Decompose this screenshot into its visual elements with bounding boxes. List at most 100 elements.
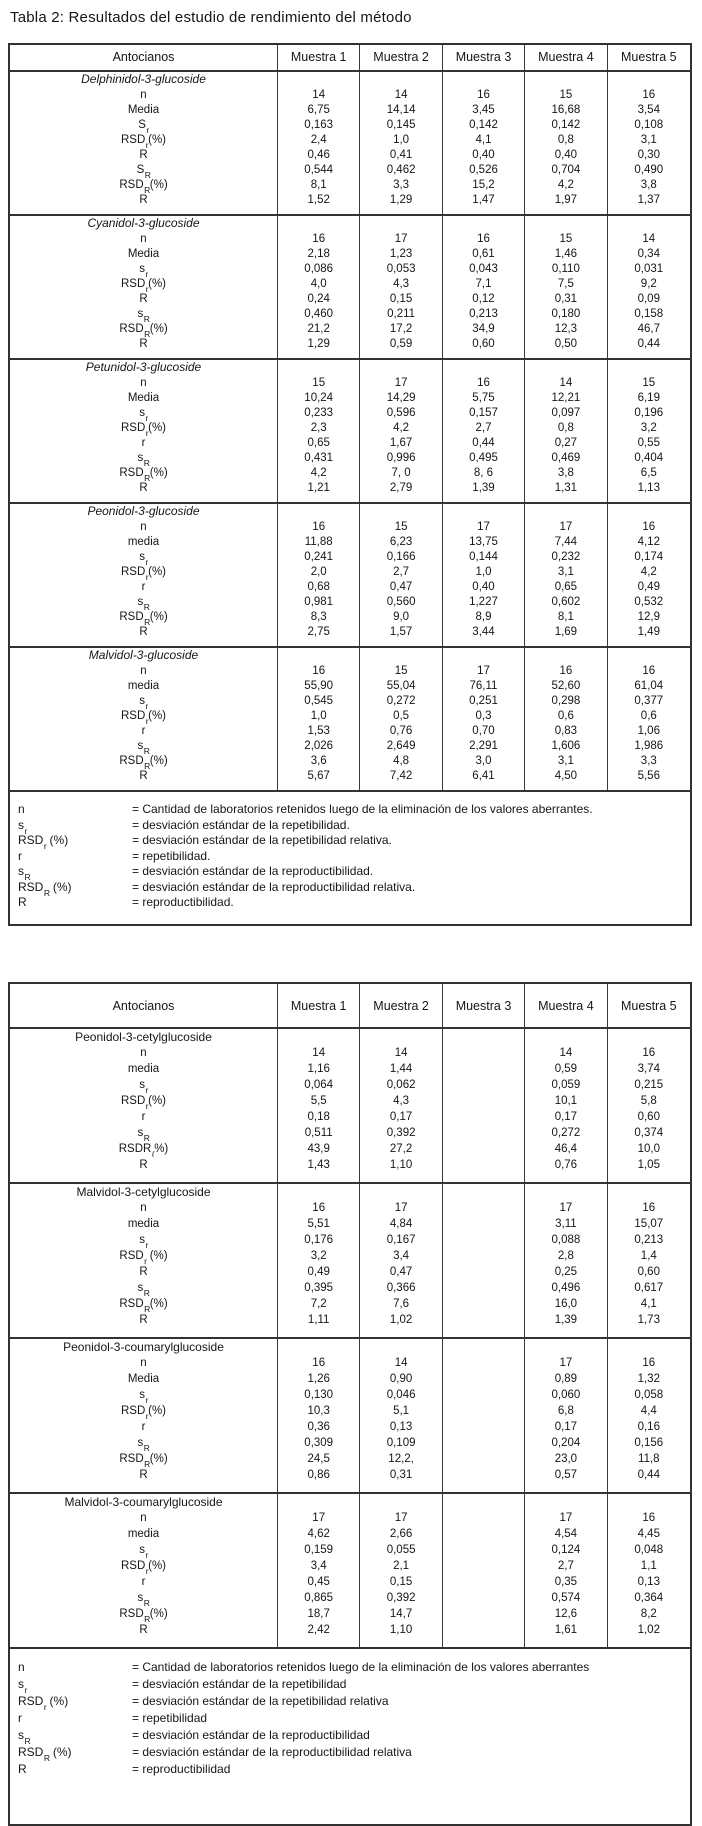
cell-value: 3,3 bbox=[640, 755, 657, 767]
cell-value: 0,40 bbox=[443, 580, 526, 595]
cell-value bbox=[443, 1311, 526, 1328]
cell-value: 3,54 bbox=[637, 104, 660, 116]
cell-value: 0,41 bbox=[360, 148, 443, 163]
compound-section: Peonidol-3-coumarylglucoside n 16 14 17 16 Med… bbox=[10, 1336, 690, 1492]
cell-value: 0,544 bbox=[278, 163, 361, 178]
row-label: RSDR(%) bbox=[10, 322, 278, 337]
table-row: R 0,49 0,47 0,25 0,60 bbox=[10, 1263, 690, 1280]
cell-value: 0,180 bbox=[525, 307, 608, 322]
empty-cell bbox=[525, 1493, 608, 1510]
empty-cell bbox=[278, 784, 361, 790]
cell-value: 2,649 bbox=[360, 739, 443, 754]
empty-cell bbox=[443, 360, 526, 376]
cell-value: 2,8 bbox=[525, 1247, 608, 1264]
section-spacer-row bbox=[10, 208, 690, 214]
cell-value: 16 bbox=[642, 1356, 656, 1369]
cell-value: 0,76 bbox=[360, 724, 443, 739]
empty-cell bbox=[443, 208, 526, 214]
cell-value: 3,1 bbox=[640, 134, 657, 146]
empty-cell bbox=[525, 1637, 608, 1647]
cell-value: 27,2 bbox=[360, 1140, 443, 1157]
empty-cell bbox=[525, 640, 608, 646]
row-label: R bbox=[10, 1156, 278, 1173]
row-label: media bbox=[10, 1060, 278, 1077]
row-label: n bbox=[10, 1044, 278, 1061]
legend-row: RSDr (%) = desviación estándar de la repe… bbox=[16, 1693, 682, 1712]
empty-cell bbox=[525, 504, 608, 520]
table-row: sr 0,545 0,272 0,251 0,298 0,377 bbox=[10, 694, 690, 709]
empty-cell bbox=[10, 1327, 278, 1337]
cell-value: 0,298 bbox=[525, 694, 608, 709]
table-row: RSDR(%) 18,7 14,7 12,6 8,2 bbox=[10, 1605, 690, 1622]
cell-value: 0,511 bbox=[278, 1124, 361, 1141]
cell-value: 1,10 bbox=[360, 1156, 443, 1173]
row-label: sr bbox=[10, 550, 278, 565]
cell-value: 2,1 bbox=[360, 1557, 443, 1574]
cell-value: 0,031 bbox=[634, 263, 664, 275]
legend-definition: = reproductibilidad. bbox=[132, 895, 234, 909]
table-row: media 4,62 2,66 4,54 4,45 bbox=[10, 1525, 690, 1542]
cell-value: 10,1 bbox=[525, 1092, 608, 1109]
empty-cell bbox=[608, 640, 690, 646]
empty-cell bbox=[360, 1028, 443, 1045]
legend-row: r = repetibilidad bbox=[16, 1710, 682, 1727]
cell-value: 8, 6 bbox=[443, 466, 526, 481]
row-label: R bbox=[10, 292, 278, 307]
cell-value: 0,241 bbox=[278, 550, 361, 565]
cell-value bbox=[443, 1589, 526, 1606]
table-row: media 11,88 6,23 13,75 7,44 4,12 bbox=[10, 535, 690, 550]
table-row: RSDr(%) 10,3 5,1 6,8 4,4 bbox=[10, 1402, 690, 1419]
cell-value: 17 bbox=[360, 376, 443, 391]
cell-value: 0,097 bbox=[525, 406, 608, 421]
table-row: R 0,46 0,41 0,40 0,40 0,30 bbox=[10, 148, 690, 163]
cell-value: 4,4 bbox=[640, 1404, 657, 1417]
empty-cell bbox=[525, 784, 608, 790]
cell-value: 5,5 bbox=[278, 1092, 361, 1109]
table-row: RSDR(%) 3,6 4,8 3,0 3,1 3,3 bbox=[10, 754, 690, 769]
cell-value: 1,13 bbox=[637, 482, 660, 494]
empty-cell bbox=[10, 208, 278, 214]
cell-value: 0,602 bbox=[525, 595, 608, 610]
row-label: sR bbox=[10, 595, 278, 610]
row-label: sR bbox=[10, 451, 278, 466]
cell-value: 0,596 bbox=[360, 406, 443, 421]
table-row: RSDr(%) 5,5 4,3 10,1 5,8 bbox=[10, 1092, 690, 1109]
row-label: Media bbox=[10, 1370, 278, 1387]
empty-cell bbox=[360, 1482, 443, 1492]
cell-value: 0,166 bbox=[360, 550, 443, 565]
cell-value: 1,31 bbox=[525, 481, 608, 496]
column-header: Muestra 3 bbox=[443, 983, 526, 1027]
row-label: R bbox=[10, 1621, 278, 1638]
table-row: RSDr(%) 2,3 4,2 2,7 0,8 3,2 bbox=[10, 421, 690, 436]
legend-term: sR bbox=[18, 864, 31, 883]
cell-value: 0,496 bbox=[525, 1279, 608, 1296]
cell-value: 1,39 bbox=[525, 1311, 608, 1328]
cell-value: 0,059 bbox=[525, 1076, 608, 1093]
cell-value: 0,232 bbox=[525, 550, 608, 565]
empty-cell bbox=[360, 1637, 443, 1647]
cell-value: 46,7 bbox=[637, 323, 660, 335]
section-spacer-row bbox=[10, 1637, 690, 1647]
compound-name-row: Delphinidol-3-glucoside bbox=[10, 72, 690, 88]
legend-term: RSDr (%) bbox=[18, 1693, 69, 1712]
cell-value: 10,0 bbox=[637, 1142, 660, 1155]
cell-value: 1,29 bbox=[278, 337, 361, 352]
cell-value: 0,57 bbox=[525, 1466, 608, 1483]
cell-value: 1,49 bbox=[637, 626, 660, 638]
cell-value bbox=[443, 1215, 526, 1232]
row-label: R bbox=[10, 1263, 278, 1280]
cell-value: 21,2 bbox=[278, 322, 361, 337]
cell-value: 43,9 bbox=[278, 1140, 361, 1157]
cell-value: 0,31 bbox=[360, 1466, 443, 1483]
empty-cell bbox=[525, 1338, 608, 1355]
empty-cell bbox=[608, 1184, 690, 1200]
legend-row: sR = desviación estándar de la reproducti… bbox=[16, 864, 682, 883]
cell-value: 8,1 bbox=[278, 178, 361, 193]
cell-value: 0,055 bbox=[360, 1541, 443, 1558]
empty-cell bbox=[525, 648, 608, 664]
empty-cell bbox=[360, 1327, 443, 1337]
cell-value: 0,157 bbox=[443, 406, 526, 421]
cell-value: 1,21 bbox=[278, 481, 361, 496]
cell-value: 0,49 bbox=[637, 581, 660, 593]
empty-cell bbox=[525, 360, 608, 376]
